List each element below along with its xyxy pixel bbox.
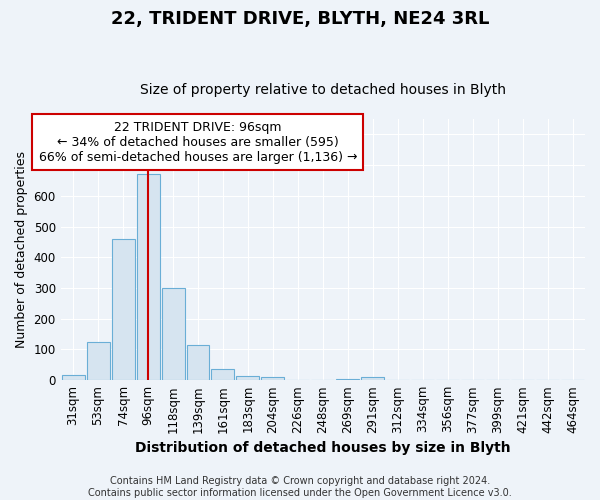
Bar — [211, 370, 235, 380]
Bar — [337, 378, 359, 380]
X-axis label: Distribution of detached houses by size in Blyth: Distribution of detached houses by size … — [135, 441, 511, 455]
Bar — [62, 374, 85, 380]
Text: 22, TRIDENT DRIVE, BLYTH, NE24 3RL: 22, TRIDENT DRIVE, BLYTH, NE24 3RL — [111, 10, 489, 28]
Bar — [361, 377, 384, 380]
Text: Contains HM Land Registry data © Crown copyright and database right 2024.
Contai: Contains HM Land Registry data © Crown c… — [88, 476, 512, 498]
Bar — [112, 239, 134, 380]
Y-axis label: Number of detached properties: Number of detached properties — [15, 151, 28, 348]
Bar — [236, 376, 259, 380]
Text: 22 TRIDENT DRIVE: 96sqm
← 34% of detached houses are smaller (595)
66% of semi-d: 22 TRIDENT DRIVE: 96sqm ← 34% of detache… — [39, 120, 357, 164]
Bar — [86, 342, 110, 380]
Bar — [262, 377, 284, 380]
Bar — [187, 345, 209, 380]
Bar — [137, 174, 160, 380]
Bar — [161, 288, 185, 380]
Title: Size of property relative to detached houses in Blyth: Size of property relative to detached ho… — [140, 83, 506, 97]
